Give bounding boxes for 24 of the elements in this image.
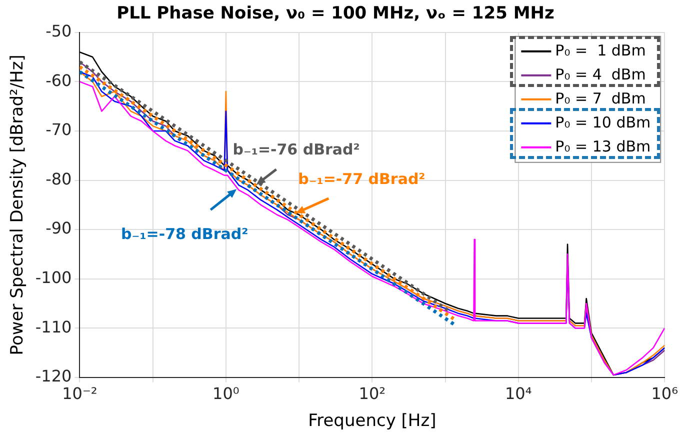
y-tick-label: -50 (46, 22, 72, 41)
x-tick-label: 10² (358, 384, 386, 404)
legend-label: P₀ = 13 dBm (555, 137, 651, 156)
y-tick-label: -80 (46, 169, 72, 188)
x-tick-label: 10⁻² (62, 384, 98, 404)
y-tick-label: -110 (35, 317, 72, 336)
legend-label: P₀ = 7 dBm (555, 89, 646, 108)
legend-label: P₀ = 4 dBm (555, 65, 646, 84)
y-tick-label: -60 (46, 70, 72, 90)
chart-title: PLL Phase Noise, ν₀ = 100 MHz, νₒ = 125 MHz (116, 4, 554, 24)
annotation: b₋₁=-78 dBrad² (121, 225, 248, 244)
legend-label: P₀ = 1 dBm (555, 41, 646, 60)
x-tick-label: 10⁰ (212, 384, 240, 404)
y-tick-label: -90 (46, 218, 72, 238)
x-tick-label: 10⁴ (504, 384, 532, 404)
y-axis-title: Power Spectral Density [dBrad²/Hz] (8, 54, 28, 356)
y-tick-label: -100 (35, 268, 72, 287)
annotation: b₋₁=-77 dBrad² (298, 170, 426, 188)
y-tick-label: -70 (46, 120, 72, 140)
y-tick-label: -120 (35, 366, 72, 386)
legend-label: P₀ = 10 dBm (555, 113, 651, 132)
x-tick-label: 10⁶ (651, 384, 678, 404)
x-axis-title: Frequency [Hz] (308, 411, 436, 432)
annotation: b₋₁=-76 dBrad² (232, 140, 360, 159)
